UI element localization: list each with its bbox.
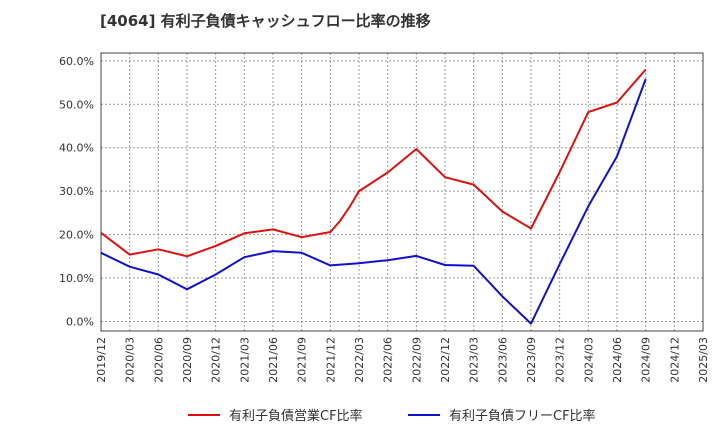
x-tick-label: 2024/12 [668,337,681,383]
y-tick-label: 50.0% [59,98,94,111]
x-tick-label: 2022/06 [382,337,395,383]
y-tick-label: 60.0% [59,55,94,68]
x-tick-label: 2020/12 [210,337,223,383]
y-tick-label: 30.0% [59,185,94,198]
x-tick-label: 2023/12 [554,337,567,383]
x-tick-label: 2024/03 [582,337,595,383]
legend-label: 有利子負債フリーCF比率 [449,408,596,424]
x-tick-label: 2023/03 [468,337,481,383]
x-tick-label: 2022/03 [353,337,366,383]
x-tick-label: 2019/12 [95,337,108,383]
y-tick-label: 20.0% [59,229,94,242]
x-tick-label: 2023/09 [525,337,538,383]
x-tick-label: 2021/03 [238,337,251,383]
x-tick-label: 2024/06 [611,337,624,383]
series-line-operating-cf [100,68,647,258]
legend-label: 有利子負債営業CF比率 [229,408,363,424]
series-line-free-cf [100,78,647,325]
x-tick-label: 2023/06 [496,337,509,383]
y-tick-label: 0.0% [66,315,94,328]
x-tick-label: 2020/03 [124,337,137,383]
x-tick-label: 2021/12 [324,337,337,383]
chart-title: [4064] 有利子負債キャッシュフロー比率の推移 [100,12,431,30]
x-tick-label: 2021/09 [296,337,309,383]
x-tick-label: 2022/09 [410,337,423,383]
x-tick-label: 2020/06 [152,337,165,383]
y-tick-label: 10.0% [59,272,94,285]
x-tick-label: 2021/06 [267,337,280,383]
x-tick-label: 2024/09 [640,337,653,383]
x-tick-label: 2022/12 [439,337,452,383]
plot-frame [100,52,704,332]
x-tick-label: 2020/09 [181,337,194,383]
y-tick-label: 40.0% [59,142,94,155]
x-tick-label: 2025/03 [697,337,710,383]
